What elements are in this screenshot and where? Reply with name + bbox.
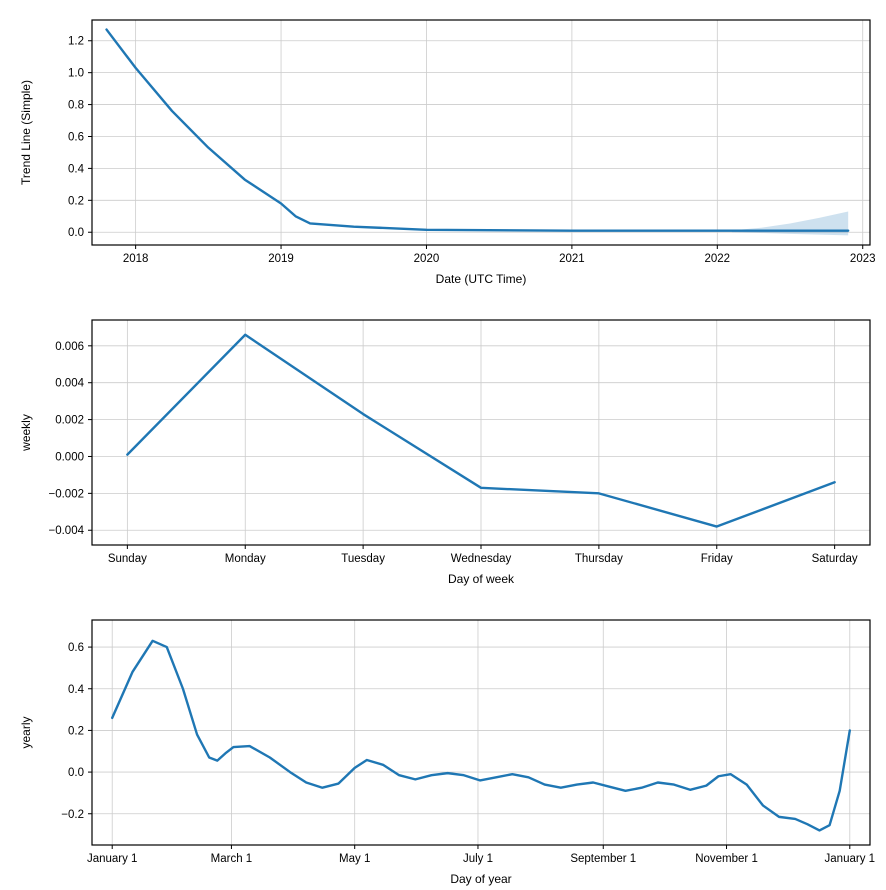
x-axis-label: Date (UTC Time) bbox=[436, 272, 527, 286]
xtick-label: Sunday bbox=[108, 553, 147, 565]
ytick-label: 0.006 bbox=[55, 341, 84, 353]
ytick-label: 0.002 bbox=[55, 415, 84, 427]
ytick-label: 0.2 bbox=[68, 195, 84, 207]
xtick-label: 2020 bbox=[414, 253, 440, 265]
axes-frame bbox=[92, 620, 870, 845]
xtick-label: 2022 bbox=[705, 253, 731, 265]
xtick-label: 2019 bbox=[268, 253, 294, 265]
chart-yearly: January 1 March 1 May 1 July 1 September 1 No… bbox=[19, 620, 875, 886]
ytick-label: 1.2 bbox=[68, 36, 84, 48]
chart-trend: 2018 2019 2020 2021 2022 2023 0.0 0.2 0.4 0.6 0.8 1… bbox=[19, 20, 876, 286]
ytick-label: 0.4 bbox=[68, 163, 85, 175]
axes-frame bbox=[92, 20, 870, 245]
xtick-label: May 1 bbox=[339, 853, 370, 865]
ytick-label: −0.2 bbox=[61, 809, 84, 821]
xtick-label: November 1 bbox=[695, 853, 758, 865]
xtick-label: Saturday bbox=[812, 553, 858, 565]
xtick-label: Thursday bbox=[575, 553, 623, 565]
x-axis-label: Day of week bbox=[448, 572, 515, 586]
xtick-label: September 1 bbox=[570, 853, 636, 865]
ytick-label: −0.002 bbox=[49, 488, 85, 500]
ytick-label: 0.0 bbox=[68, 767, 84, 779]
y-axis-label: weekly bbox=[19, 414, 33, 452]
x-axis-label: Day of year bbox=[450, 872, 511, 886]
xtick-label: Wednesday bbox=[451, 553, 512, 565]
ytick-label: −0.004 bbox=[49, 525, 85, 537]
xtick-label: 2018 bbox=[123, 253, 149, 265]
y-axis-label: Trend Line (Simple) bbox=[19, 80, 33, 185]
xtick-label: Friday bbox=[701, 553, 733, 565]
ytick-label: 1.0 bbox=[68, 68, 84, 80]
xtick-label: Tuesday bbox=[341, 553, 385, 565]
figure-svg: 2018 2019 2020 2021 2022 2023 0.0 0.2 0.4 0.6 0.8 1… bbox=[0, 0, 886, 890]
xtick-label: July 1 bbox=[463, 853, 493, 865]
ytick-label: 0.6 bbox=[68, 642, 84, 654]
xtick-label: 2021 bbox=[559, 253, 585, 265]
xtick-label: January 1 bbox=[825, 853, 876, 865]
ytick-label: 0.0 bbox=[68, 227, 84, 239]
ytick-label: 0.004 bbox=[55, 378, 84, 390]
ytick-label: 0.6 bbox=[68, 131, 84, 143]
xtick-label: Monday bbox=[225, 553, 266, 565]
ytick-label: 0.4 bbox=[68, 684, 85, 696]
xtick-label: January 1 bbox=[87, 853, 138, 865]
y-axis-label: yearly bbox=[19, 716, 33, 748]
xtick-label: 2023 bbox=[850, 253, 876, 265]
ytick-label: 0.000 bbox=[55, 451, 84, 463]
series-line bbox=[112, 641, 850, 831]
ytick-label: 0.2 bbox=[68, 725, 84, 737]
ytick-label: 0.8 bbox=[68, 100, 84, 112]
xtick-label: March 1 bbox=[211, 853, 253, 865]
figure-container: 2018 2019 2020 2021 2022 2023 0.0 0.2 0.4 0.6 0.8 1… bbox=[0, 0, 886, 890]
chart-weekly: Sunday Monday Tuesday Wednesday Thursday Frid… bbox=[19, 320, 870, 586]
